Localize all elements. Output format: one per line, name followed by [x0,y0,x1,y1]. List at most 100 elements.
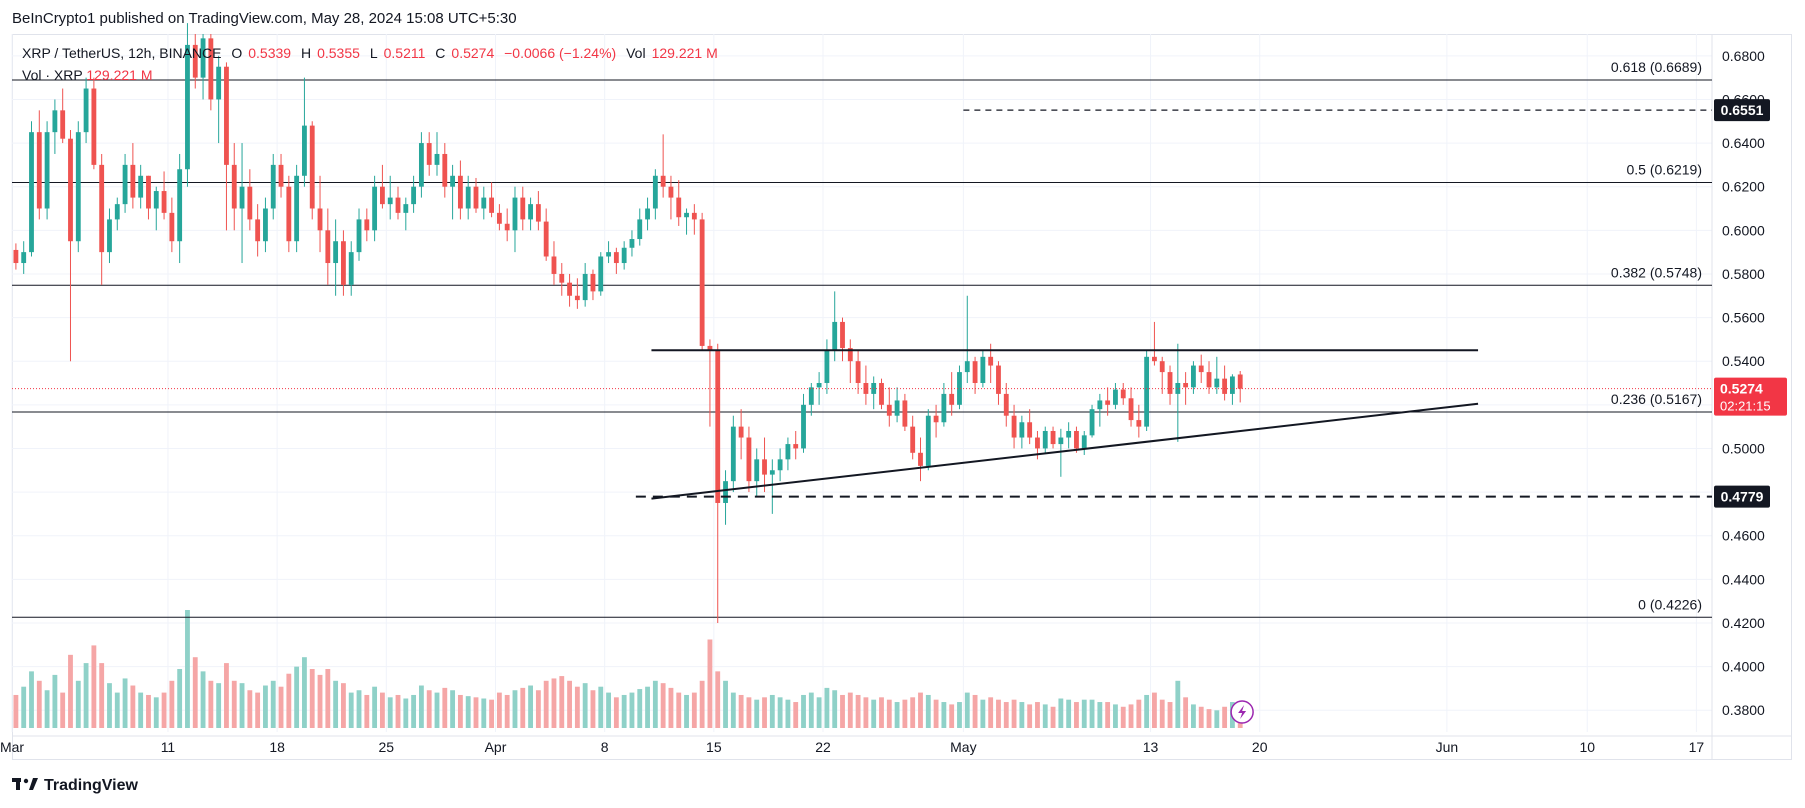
volume-bar [1191,704,1196,728]
candle-body [387,197,393,205]
candle-body [247,186,253,220]
candle-body [559,273,565,283]
volume-bar [13,694,19,728]
candle-body [816,383,822,388]
candle-body [231,164,237,209]
candle-body [520,197,526,220]
candle-body [325,230,331,264]
price-tick-label: 0.4200 [1722,615,1765,631]
volume-bar [957,702,962,728]
candle-body [504,223,510,231]
candle-body [808,387,814,405]
volume-bar [426,690,432,728]
candle-body [496,212,502,224]
volume-bar [894,702,900,728]
volume-bar [730,692,736,728]
current-price-label: 0.5274 [1720,381,1763,397]
volume-bar [278,686,284,728]
candle-body [1027,422,1033,438]
volume-bar [239,683,245,728]
candle-body [161,191,167,213]
volume-bar [840,694,845,728]
candle-body [1191,365,1196,388]
fib-level-label: 0.5 (0.6219) [1627,162,1703,178]
candle-body [637,219,643,240]
price-tick-label: 0.5000 [1722,440,1765,456]
current-price-badge [1714,377,1787,416]
price-tick-label: 0.6200 [1722,179,1765,195]
candle-body [590,273,596,292]
volume-bar [1136,699,1142,728]
volume-bar [762,697,767,728]
candle-body [426,143,432,165]
time-tick-label: Mar [0,739,24,755]
candle-body [1066,430,1072,438]
candle-body [1003,393,1009,416]
volume-bar [418,685,424,728]
candle-body [1167,372,1173,394]
volume-bar [294,666,300,728]
volume-bar [60,692,66,728]
volume-bar [637,689,643,728]
dashed-level-badge [1714,99,1770,122]
volume-bar [379,692,385,728]
volume-bar [1144,694,1150,728]
candle-body [684,212,689,218]
volume-bar [1159,699,1165,728]
time-tick-label: Apr [485,739,507,755]
candle-body [208,38,214,100]
candle-body [918,452,923,466]
volume-bar [208,680,214,728]
candle-body [395,197,401,213]
price-tick-label: 0.3800 [1722,702,1765,718]
candle-body [60,110,66,139]
volume-bar [910,697,916,728]
volume-bar [185,610,190,728]
volume-bar [964,692,970,728]
candle-body [239,186,245,209]
fib-level-label: 0 (0.4226) [1638,596,1702,612]
candle-body [434,153,440,165]
candle-body [996,365,1001,394]
candle-body [528,204,533,220]
volume-bar [68,654,73,728]
vol-label: Vol [626,45,646,61]
volume-bar [457,694,463,728]
candle-body [224,66,229,165]
volume-bar [668,687,674,728]
candle-body [107,219,112,253]
volume-bar [473,697,479,728]
candle-body [629,239,635,248]
volume-bar [1152,692,1157,728]
fib-level-label: 0.236 (0.5167) [1611,391,1702,407]
time-tick-label: 22 [815,739,831,755]
candle-body [598,256,604,292]
footer-brand[interactable]: TradingView [12,776,138,795]
candle-body [411,186,417,205]
volume-bar [216,683,222,728]
low-label: L [369,45,378,61]
volume-legend-value: 129.221 M [86,67,153,83]
volume-bar [574,686,580,728]
candle-body [1198,365,1204,373]
candle-body [122,164,128,205]
candle-body [83,88,89,133]
candle-body [294,175,300,242]
candle-body [582,273,588,301]
candle-body [153,191,159,209]
price-tick-label: 0.5400 [1722,353,1765,369]
candle-body [286,186,292,242]
volume-bar [442,687,448,728]
candle-body [879,383,884,405]
candle-body [192,44,198,78]
volume-bar [286,673,292,728]
volume-bar [816,697,822,728]
candle-body [1222,378,1228,394]
volume-bar [130,685,136,728]
candle-body [29,132,34,253]
volume-bar [980,699,986,728]
price-tick-label: 0.6800 [1722,48,1765,64]
volume-bar [1042,704,1048,728]
volume-bar [793,702,799,728]
